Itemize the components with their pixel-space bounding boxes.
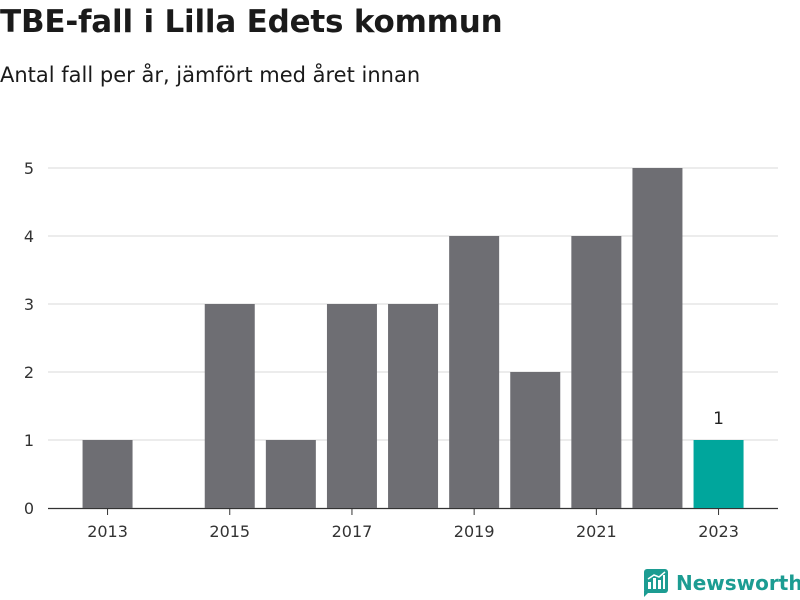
bar-2016: [265, 440, 316, 508]
x-tick-label: 2013: [87, 522, 128, 541]
x-axis-ticks: 2013 2015 2017 2019 2021 2023: [87, 509, 739, 541]
x-tick-label: 2023: [698, 522, 739, 541]
bar-chart: 0 1 2 3 4 5 2013 2015 2017 2019 2021 2023 1: [24, 159, 778, 541]
newsworthy-logo-icon: [644, 569, 668, 597]
bar-2019: [449, 236, 500, 508]
y-axis-ticks: 0 1 2 3 4 5: [24, 159, 34, 518]
bar-2018: [388, 304, 439, 508]
x-tick-label: 2015: [209, 522, 250, 541]
bar-2015: [204, 304, 255, 508]
y-tick-label: 0: [24, 499, 34, 518]
brand-name: Newsworthy: [676, 571, 800, 595]
chart-subtitle: Antal fall per år, jämfört med året inna…: [0, 63, 421, 87]
y-tick-label: 3: [24, 295, 34, 314]
bar-2017: [326, 304, 377, 508]
data-labels: 1: [713, 409, 724, 429]
x-tick-label: 2017: [332, 522, 373, 541]
newsworthy-branding: Newsworthy: [644, 568, 800, 598]
y-tick-label: 2: [24, 363, 34, 382]
bar-2023: [693, 440, 744, 508]
x-tick-label: 2021: [576, 522, 617, 541]
data-label: 1: [713, 409, 724, 429]
y-tick-label: 1: [24, 431, 34, 450]
chart-title: TBE-fall i Lilla Edets kommun: [0, 4, 503, 40]
bar-2022: [632, 168, 683, 508]
bar-2021: [571, 236, 622, 508]
bar-2020: [510, 372, 561, 508]
y-tick-label: 4: [24, 227, 34, 246]
x-tick-label: 2019: [454, 522, 495, 541]
bars: [82, 168, 744, 508]
y-tick-label: 5: [24, 159, 34, 178]
bar-2013: [82, 440, 133, 508]
